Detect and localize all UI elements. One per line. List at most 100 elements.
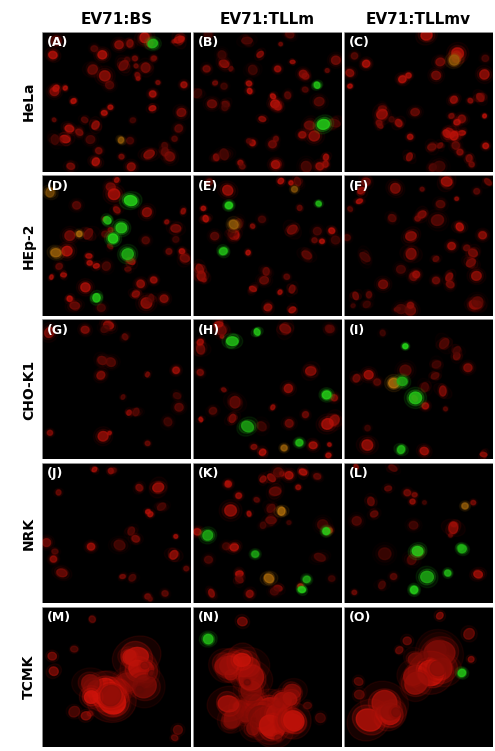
Ellipse shape <box>376 120 382 125</box>
Ellipse shape <box>347 699 391 741</box>
Ellipse shape <box>82 116 88 123</box>
Ellipse shape <box>370 509 379 519</box>
Text: HEp-2: HEp-2 <box>22 222 36 269</box>
Ellipse shape <box>368 497 374 505</box>
Ellipse shape <box>95 370 107 381</box>
Ellipse shape <box>467 258 475 268</box>
Ellipse shape <box>438 143 443 148</box>
Ellipse shape <box>469 499 478 507</box>
Ellipse shape <box>365 290 373 300</box>
Ellipse shape <box>259 713 285 741</box>
Ellipse shape <box>136 484 143 491</box>
Ellipse shape <box>133 63 139 68</box>
Ellipse shape <box>217 245 230 258</box>
Ellipse shape <box>202 633 215 645</box>
Ellipse shape <box>472 272 481 280</box>
Ellipse shape <box>259 116 266 122</box>
Ellipse shape <box>52 118 56 122</box>
Ellipse shape <box>158 143 172 160</box>
Ellipse shape <box>62 85 68 91</box>
Ellipse shape <box>285 385 292 393</box>
Ellipse shape <box>103 80 115 91</box>
Ellipse shape <box>284 274 290 279</box>
Ellipse shape <box>228 66 234 72</box>
Ellipse shape <box>132 409 140 415</box>
Ellipse shape <box>268 587 280 596</box>
Ellipse shape <box>460 360 476 376</box>
Ellipse shape <box>421 572 434 583</box>
Ellipse shape <box>52 118 56 122</box>
Ellipse shape <box>389 465 397 472</box>
Ellipse shape <box>220 183 235 198</box>
Ellipse shape <box>226 334 239 348</box>
Ellipse shape <box>451 142 460 149</box>
Ellipse shape <box>98 51 106 59</box>
Ellipse shape <box>87 677 136 722</box>
Ellipse shape <box>173 402 185 413</box>
Ellipse shape <box>327 116 342 130</box>
Ellipse shape <box>285 223 299 237</box>
Ellipse shape <box>127 410 131 415</box>
Ellipse shape <box>180 206 187 217</box>
Ellipse shape <box>102 691 126 716</box>
Ellipse shape <box>93 294 100 302</box>
Ellipse shape <box>432 361 441 368</box>
Ellipse shape <box>110 468 117 473</box>
Ellipse shape <box>316 163 323 170</box>
Ellipse shape <box>443 568 453 578</box>
Ellipse shape <box>201 207 206 210</box>
Ellipse shape <box>312 238 317 243</box>
Ellipse shape <box>410 544 425 557</box>
Ellipse shape <box>224 201 234 210</box>
Ellipse shape <box>119 60 128 71</box>
Ellipse shape <box>318 237 326 246</box>
Ellipse shape <box>428 143 436 152</box>
Ellipse shape <box>263 302 273 312</box>
Ellipse shape <box>470 294 485 309</box>
Ellipse shape <box>146 104 159 113</box>
Ellipse shape <box>290 60 295 64</box>
Ellipse shape <box>50 275 53 279</box>
Ellipse shape <box>225 481 232 487</box>
Ellipse shape <box>70 300 79 311</box>
Ellipse shape <box>269 140 276 148</box>
Ellipse shape <box>302 249 311 261</box>
Ellipse shape <box>133 276 148 291</box>
Ellipse shape <box>364 493 377 509</box>
Ellipse shape <box>202 278 206 282</box>
Ellipse shape <box>382 484 395 493</box>
Ellipse shape <box>446 46 466 68</box>
Ellipse shape <box>480 140 491 151</box>
Ellipse shape <box>404 300 417 311</box>
Ellipse shape <box>67 163 74 170</box>
Ellipse shape <box>362 60 370 68</box>
Ellipse shape <box>357 185 366 196</box>
Ellipse shape <box>305 120 314 131</box>
Ellipse shape <box>272 159 282 169</box>
Ellipse shape <box>474 189 480 195</box>
Ellipse shape <box>282 89 294 102</box>
Ellipse shape <box>301 86 309 93</box>
Ellipse shape <box>461 242 472 254</box>
Ellipse shape <box>413 213 423 224</box>
Ellipse shape <box>84 540 99 553</box>
Ellipse shape <box>269 487 281 496</box>
Ellipse shape <box>329 575 335 581</box>
Ellipse shape <box>137 662 153 680</box>
Ellipse shape <box>270 404 276 411</box>
Ellipse shape <box>244 719 261 737</box>
Ellipse shape <box>410 587 418 593</box>
Ellipse shape <box>134 29 155 47</box>
Ellipse shape <box>449 45 466 61</box>
Ellipse shape <box>280 710 307 734</box>
Ellipse shape <box>268 403 277 412</box>
Ellipse shape <box>90 291 103 305</box>
Ellipse shape <box>216 324 226 335</box>
Ellipse shape <box>106 357 116 366</box>
Ellipse shape <box>108 432 111 435</box>
Ellipse shape <box>449 534 452 537</box>
Ellipse shape <box>192 527 202 537</box>
Ellipse shape <box>416 566 438 588</box>
Ellipse shape <box>162 590 168 596</box>
Ellipse shape <box>51 118 57 122</box>
